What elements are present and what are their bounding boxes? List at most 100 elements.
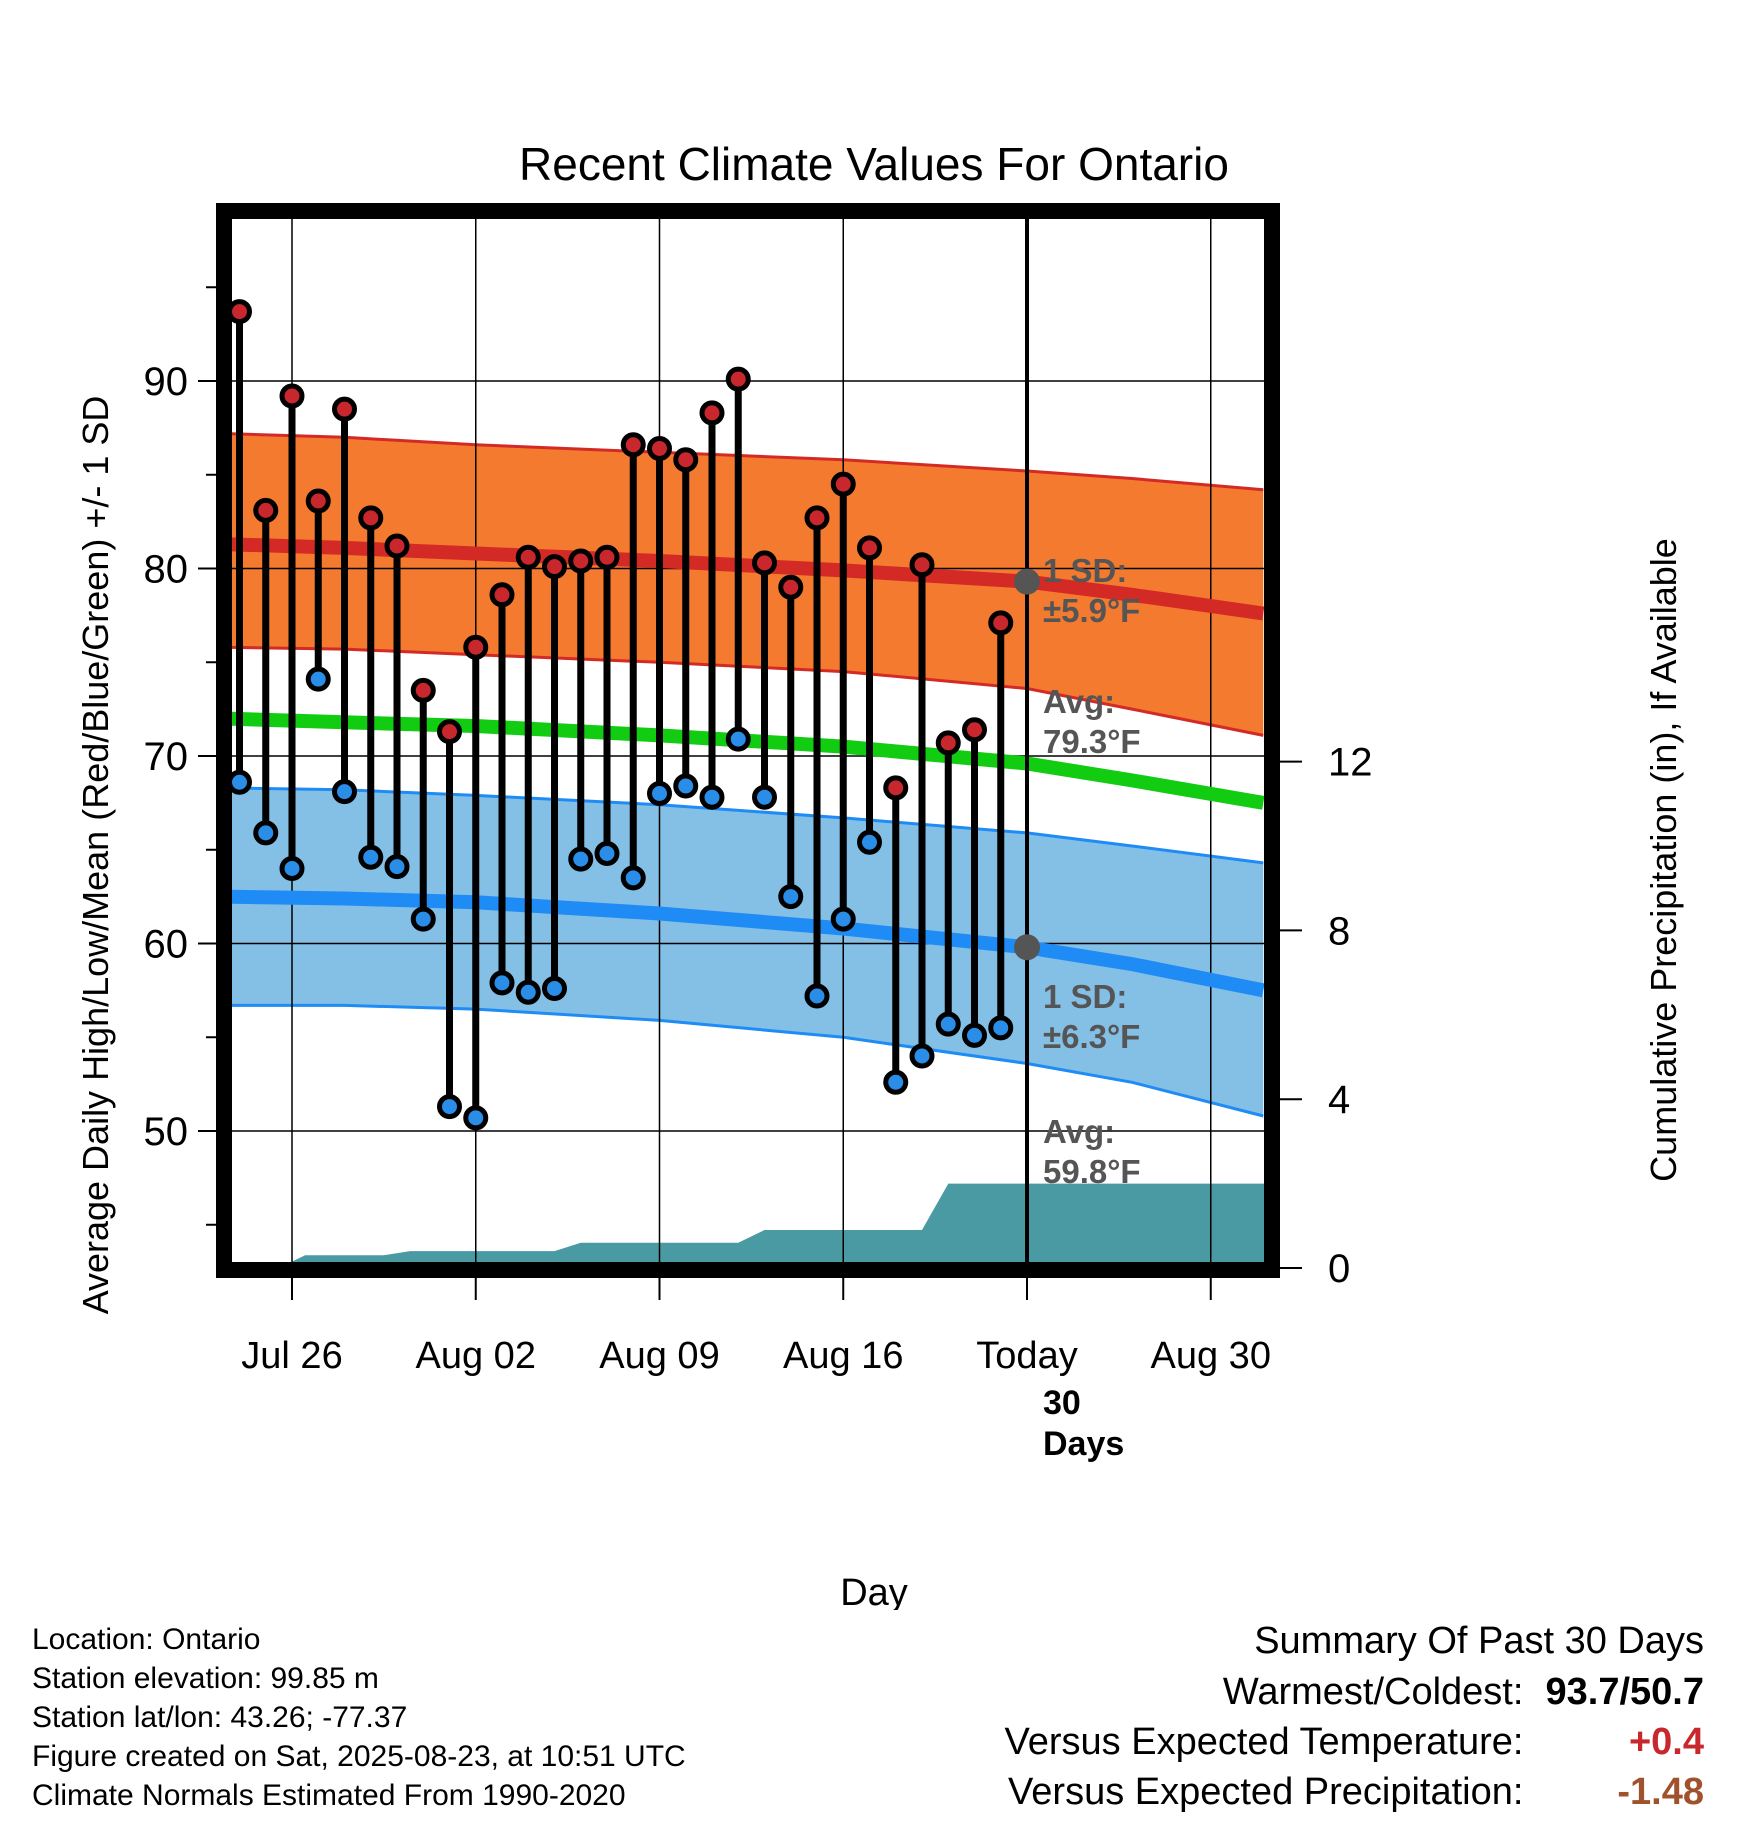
daily-low-marker [568, 846, 594, 872]
precip-days-label: Days [1043, 1425, 1124, 1463]
warmest-coldest-row: Warmest/Coldest: 93.7/50.7 [1005, 1667, 1704, 1717]
daily-high-marker [489, 582, 515, 608]
normal-high-lower-edge [224, 645, 1264, 737]
y-tick-label-left: 80 [144, 548, 189, 592]
daily-high-marker [778, 574, 804, 600]
daily-high-marker [594, 544, 620, 570]
daily-high-marker [358, 505, 384, 531]
y-tick-label-right: 4 [1328, 1078, 1350, 1122]
normals-text: Climate Normals Estimated From 1990-2020 [32, 1779, 626, 1812]
daily-high-marker [883, 775, 909, 801]
plot-frame [216, 203, 1280, 1278]
daily-high-marker [384, 533, 410, 559]
daily-low-marker [620, 865, 646, 891]
daily-high-marker [227, 299, 252, 325]
summary-panel: Summary Of Past 30 Days Warmest/Coldest:… [1005, 1615, 1704, 1817]
daily-high-marker [647, 436, 672, 461]
normal-high-line [224, 537, 1265, 621]
coldest-value: 50.7 [1630, 1671, 1704, 1713]
daily-low-marker [830, 906, 856, 932]
daily-high-marker [305, 488, 331, 514]
daily-low-marker [752, 784, 777, 810]
daily-low-marker [988, 1015, 1014, 1041]
x-tick-label: Today [976, 1335, 1077, 1377]
daily-low-marker [883, 1069, 909, 1095]
daily-high-marker [332, 396, 357, 422]
daily-low-marker [804, 983, 830, 1009]
daily-low-marker [673, 773, 699, 799]
daily-low-marker [515, 979, 541, 1005]
high-sd-label: 1 SD: [1043, 552, 1127, 589]
temperature-value: +0.4 [1628, 1721, 1704, 1763]
daily-high-marker [752, 550, 777, 576]
daily-high-marker [857, 535, 882, 561]
latlon-text: Station lat/lon: 43.26; -77.37 [32, 1701, 408, 1734]
y-axis-label-right: Cumulative Precipitation (in), If Availa… [1643, 538, 1684, 1182]
x-tick-label: Aug 02 [416, 1335, 536, 1377]
daily-high-marker [725, 366, 751, 392]
precipitation-row: Versus Expected Precipitation: -1.48 [1005, 1767, 1704, 1817]
daily-low-marker [962, 1022, 987, 1048]
daily-low-marker [463, 1105, 489, 1131]
normal-low-lower-edge [224, 1003, 1264, 1118]
y-tick-label-right: 12 [1328, 741, 1373, 785]
daily-high-marker [620, 432, 646, 458]
high-avg-value: 79.3°F [1043, 723, 1141, 760]
daily-low-marker [909, 1043, 935, 1069]
daily-high-marker [909, 552, 935, 578]
daily-low-marker [253, 820, 279, 846]
daily-low-marker [647, 781, 672, 806]
chart-title: Recent Climate Values For Ontario [519, 138, 1229, 190]
daily-high-marker [804, 505, 830, 531]
daily-high-marker [279, 383, 305, 409]
normal-mean-line [224, 711, 1265, 810]
daily-high-marker [542, 554, 567, 580]
daily-low-marker [384, 854, 410, 880]
temperature-label: Versus Expected Temperature: [1004, 1721, 1524, 1763]
daily-high-marker [988, 610, 1014, 636]
climate-chart: Recent Climate Values For Ontario 1 SD:±… [75, 138, 1684, 1610]
precipitation-area [224, 1183, 1269, 1268]
daily-high-marker [673, 447, 699, 473]
daily-high-marker [699, 400, 725, 426]
daily-low-marker [594, 841, 620, 866]
normal-low-line [224, 889, 1265, 998]
daily-low-marker [542, 976, 567, 1001]
x-axis-label: Day [840, 1572, 908, 1610]
summary-title: Summary Of Past 30 Days [1254, 1620, 1704, 1662]
daily-low-marker [935, 1011, 961, 1037]
y-axis-label-left: Average Daily High/Low/Mean (Red/Blue/Gr… [75, 396, 116, 1315]
warmest-coldest-value: 93.7/50.7 [1545, 1671, 1705, 1713]
y-tick-label-left: 50 [144, 1110, 189, 1154]
daily-high-marker [515, 544, 541, 570]
plot-area [224, 211, 1272, 1270]
normal-low-upper-edge [224, 786, 1264, 865]
daily-low-marker [437, 1094, 462, 1120]
high-avg-label: Avg: [1043, 683, 1115, 720]
temperature-row: Versus Expected Temperature: +0.4 [1005, 1717, 1704, 1767]
daily-low-marker [279, 856, 305, 881]
low-sd-label: 1 SD: [1043, 978, 1127, 1015]
warmest-value: 93.7 [1545, 1671, 1620, 1713]
y-tick-label-left: 90 [144, 360, 189, 404]
normal-low-sd-band [224, 787, 1264, 1116]
y-tick-label-right: 8 [1328, 909, 1350, 953]
daily-high-marker [962, 717, 987, 743]
precipitation-label: Versus Expected Precipitation: [1008, 1771, 1524, 1813]
daily-low-marker [227, 769, 252, 795]
low-avg-value: 59.8°F [1043, 1153, 1141, 1190]
daily-high-marker [463, 634, 489, 660]
daily-high-marker [830, 471, 856, 497]
daily-low-marker [305, 666, 331, 692]
today-high-normal-marker [1014, 568, 1040, 595]
elevation-text: Station elevation: 99.85 m [32, 1662, 379, 1695]
created-text: Figure created on Sat, 2025-08-23, at 10… [32, 1740, 686, 1773]
daily-high-marker [568, 548, 594, 574]
daily-high-marker [437, 719, 462, 745]
y-tick-label-right: 0 [1328, 1247, 1350, 1291]
low-avg-label: Avg: [1043, 1113, 1115, 1150]
precip-days-label: 30 [1043, 1384, 1081, 1422]
daily-low-marker [725, 726, 751, 752]
daily-low-marker [410, 906, 436, 932]
y-tick-label-left: 70 [144, 735, 189, 779]
